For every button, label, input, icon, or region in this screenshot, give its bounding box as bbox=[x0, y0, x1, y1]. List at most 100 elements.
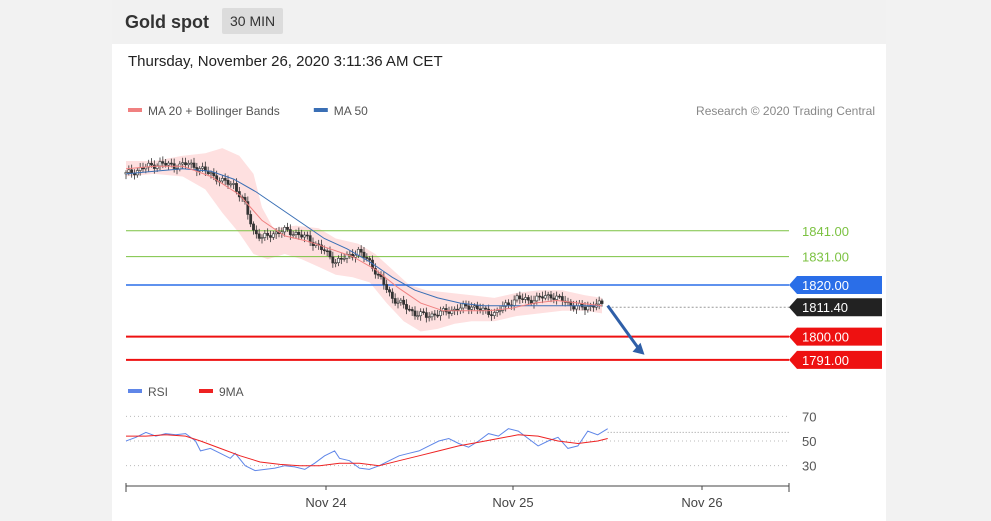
candle-body bbox=[396, 301, 400, 304]
candle-body bbox=[181, 162, 185, 165]
rsi-legend-swatch bbox=[199, 389, 213, 393]
candle-body bbox=[427, 316, 431, 319]
candle-body bbox=[342, 258, 346, 260]
candle-body bbox=[308, 235, 312, 243]
ma20-line bbox=[125, 165, 603, 312]
candle-body bbox=[475, 305, 479, 310]
candle-body bbox=[388, 289, 391, 293]
candle-body bbox=[586, 306, 590, 311]
candle-body bbox=[373, 268, 377, 275]
candle-body bbox=[158, 161, 162, 167]
candle-body bbox=[416, 315, 420, 318]
candle-body bbox=[492, 312, 496, 316]
rsi-tick-30: 30 bbox=[802, 459, 816, 474]
candle-body bbox=[286, 227, 289, 230]
candle-body bbox=[192, 162, 196, 168]
candle-body bbox=[504, 302, 508, 307]
candle-body bbox=[430, 313, 434, 318]
candle-body bbox=[266, 233, 270, 236]
candle-body bbox=[246, 201, 250, 215]
candle-body bbox=[300, 234, 304, 238]
candle-body bbox=[405, 304, 408, 310]
candle-body bbox=[433, 313, 437, 316]
candle-body bbox=[331, 256, 335, 264]
level-label-1841.00: 1841.00 bbox=[802, 224, 849, 239]
candle-body bbox=[311, 241, 315, 246]
candle-body bbox=[141, 167, 145, 170]
candle-body bbox=[521, 298, 525, 301]
candle-body bbox=[490, 314, 493, 316]
timestamp: Thursday, November 26, 2020 3:11:36 AM C… bbox=[128, 53, 443, 70]
candle-body bbox=[127, 169, 131, 173]
candle-body bbox=[526, 297, 530, 301]
rsi-tick-50: 50 bbox=[802, 434, 816, 449]
candle-body bbox=[487, 308, 491, 315]
candle-body bbox=[325, 250, 329, 253]
candle-body bbox=[422, 311, 425, 313]
candle-body bbox=[150, 162, 153, 166]
candle-body bbox=[470, 306, 474, 310]
candle-body bbox=[583, 306, 587, 311]
candle-body bbox=[209, 172, 213, 175]
candle-body bbox=[390, 291, 394, 299]
rsi-legend-label-1: 9MA bbox=[219, 385, 244, 399]
candle-body bbox=[447, 311, 451, 314]
candle-body bbox=[552, 297, 556, 300]
x-tick-label-Nov-24: Nov 24 bbox=[305, 495, 346, 510]
candle-body bbox=[223, 178, 227, 181]
candle-body bbox=[362, 251, 366, 258]
candle-body bbox=[303, 234, 306, 238]
candle-body bbox=[260, 237, 264, 239]
candle-body bbox=[257, 233, 261, 239]
candle-body bbox=[402, 299, 406, 305]
x-tick-label-Nov-26: Nov 26 bbox=[681, 495, 722, 510]
candle-body bbox=[201, 166, 204, 169]
candle-body bbox=[413, 310, 417, 317]
candle-body bbox=[291, 234, 295, 236]
candle-body bbox=[538, 295, 542, 298]
rsi-series-9MA bbox=[126, 434, 608, 467]
candle-body bbox=[169, 162, 173, 165]
candle-body bbox=[439, 310, 442, 316]
candle-body bbox=[393, 298, 397, 304]
candle-body bbox=[229, 183, 233, 186]
level-tag-1820.00 bbox=[789, 276, 882, 294]
legend-swatch bbox=[313, 108, 328, 112]
chart-header: Gold spot 30 MIN bbox=[112, 0, 886, 44]
candle-body bbox=[481, 307, 485, 311]
candle-body bbox=[283, 227, 287, 233]
candle-body bbox=[498, 310, 502, 312]
candle-body bbox=[232, 183, 236, 185]
candle-body bbox=[461, 303, 465, 309]
candle-body bbox=[597, 300, 601, 305]
candle-body bbox=[328, 250, 332, 258]
timeframe-badge[interactable]: 30 MIN bbox=[222, 8, 284, 34]
level-label-1820.00: 1820.00 bbox=[802, 278, 849, 293]
candle-body bbox=[407, 308, 411, 311]
candle-body bbox=[220, 178, 224, 182]
candle-body bbox=[297, 232, 301, 236]
rsi-tick-70: 70 bbox=[802, 409, 816, 424]
candle-body bbox=[164, 162, 168, 166]
candle-body bbox=[161, 161, 165, 164]
candle-body bbox=[274, 231, 278, 235]
instrument-title: Gold spot bbox=[125, 12, 209, 32]
candle-body bbox=[575, 305, 578, 310]
candle-body bbox=[294, 232, 298, 235]
candle-body bbox=[515, 295, 519, 301]
rsi-legend-swatch bbox=[128, 389, 142, 393]
candle-body bbox=[450, 309, 454, 314]
candle-body bbox=[535, 295, 539, 302]
chart-panel: Gold spot 30 MIN Thursday, November 26, … bbox=[112, 0, 886, 521]
candle-body bbox=[189, 162, 193, 165]
candle-body bbox=[167, 162, 170, 166]
candle-body bbox=[269, 235, 272, 238]
forecast-arrow-shaft bbox=[606, 304, 641, 351]
candle-body bbox=[320, 244, 323, 251]
candle-body bbox=[484, 307, 488, 310]
candle-body bbox=[322, 249, 326, 252]
candle-body bbox=[138, 167, 142, 171]
level-label-1831.00: 1831.00 bbox=[802, 250, 849, 265]
candle-body bbox=[254, 229, 258, 235]
candle-body bbox=[337, 257, 340, 263]
